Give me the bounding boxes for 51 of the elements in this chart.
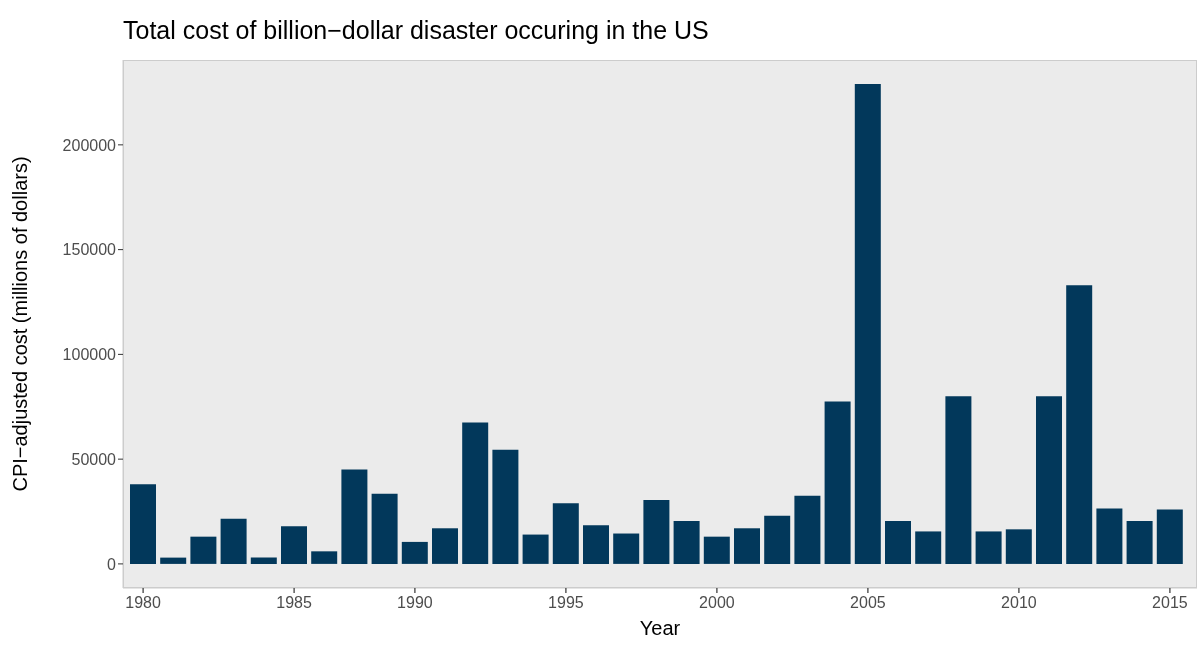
bar — [643, 500, 670, 564]
x-tick-label: 1980 — [125, 594, 161, 611]
bar — [432, 528, 458, 564]
x-tick-label: 1985 — [276, 594, 312, 611]
bar — [945, 396, 972, 564]
bar — [492, 449, 519, 564]
x-tick-label: 2015 — [1152, 594, 1188, 611]
x-tick-label: 1990 — [397, 594, 433, 611]
bar — [462, 422, 489, 564]
bar — [673, 520, 700, 564]
bar — [371, 493, 398, 564]
bar — [281, 526, 307, 564]
bar — [1005, 529, 1032, 564]
x-tick-label: 1995 — [548, 594, 584, 611]
bar — [220, 518, 247, 564]
bar — [1156, 509, 1183, 564]
bar — [975, 531, 1002, 564]
bar — [854, 84, 881, 564]
bar — [613, 533, 640, 564]
bar — [794, 495, 821, 564]
x-tick-label: 2005 — [850, 594, 886, 611]
y-tick-label: 0 — [107, 555, 117, 573]
bar — [1126, 520, 1153, 564]
bar — [885, 520, 911, 564]
bar — [1066, 285, 1093, 564]
x-axis-title: Year — [639, 617, 681, 639]
bar — [703, 536, 730, 564]
bar — [734, 528, 760, 564]
chart-title: Total cost of billion−dollar disaster occuring in the US — [123, 16, 709, 45]
bar — [190, 536, 217, 564]
bar — [311, 551, 338, 564]
bar — [824, 401, 851, 564]
bar — [1036, 396, 1062, 564]
y-tick-label: 50000 — [71, 450, 117, 468]
bar — [250, 557, 277, 564]
x-tick-label: 2010 — [1001, 594, 1037, 611]
bar — [552, 503, 579, 564]
y-tick-label: 100000 — [62, 346, 117, 364]
x-tick-label: 2000 — [699, 594, 735, 611]
y-tick-label: 150000 — [62, 241, 117, 259]
bar — [401, 541, 428, 564]
y-tick-label: 200000 — [62, 136, 117, 154]
bar — [522, 534, 549, 564]
bar — [160, 557, 187, 564]
bar — [915, 531, 942, 564]
y-axis-title: CPI−adjusted cost (millions of dollars) — [9, 156, 32, 492]
bar — [130, 484, 156, 564]
bar — [1096, 508, 1123, 564]
bar — [764, 515, 791, 564]
bar — [341, 469, 368, 564]
bar — [583, 525, 609, 564]
